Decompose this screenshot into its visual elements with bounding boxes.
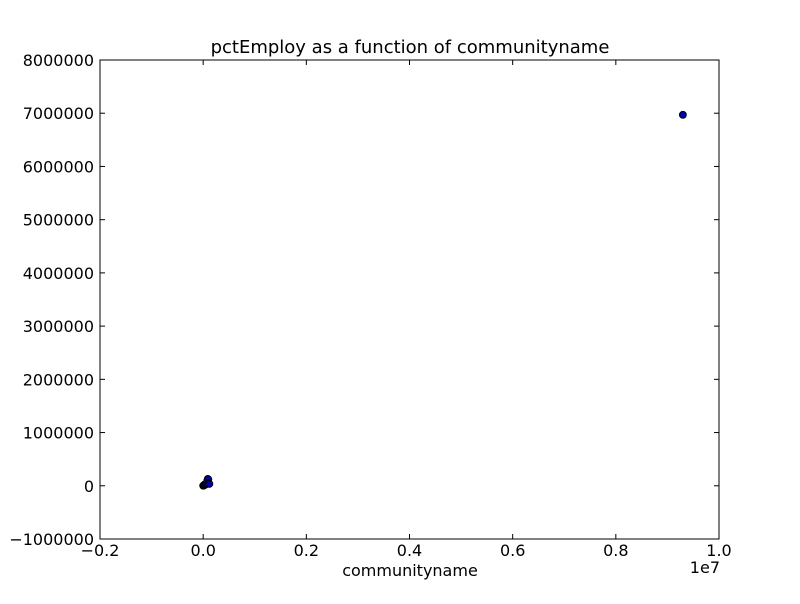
y-tick-label: 2000000 <box>23 370 94 389</box>
y-tick-label: 6000000 <box>23 157 94 176</box>
y-ticks-layer: −1000000 0 1000000 2000000 3000000 4000000 500… <box>9 51 719 549</box>
x-tick-label: 1.0 <box>706 541 731 560</box>
x-tick-label: 0.6 <box>500 541 525 560</box>
data-point <box>678 110 687 119</box>
points-layer <box>199 110 687 490</box>
x-tick-label: 0.2 <box>294 541 319 560</box>
y-tick-label: 5000000 <box>23 211 94 230</box>
y-tick-label: −1000000 <box>9 530 94 549</box>
x-tick-label: 0.8 <box>603 541 628 560</box>
x-tick-label: −0.2 <box>81 541 120 560</box>
x-axis-offset-label: 1e7 <box>690 558 720 577</box>
y-tick-label: 8000000 <box>23 51 94 70</box>
y-tick-label: 3000000 <box>23 317 94 336</box>
plot-frame <box>99 59 720 540</box>
data-point <box>205 480 214 488</box>
chart-title: pctEmploy as a function of communityname <box>211 37 610 58</box>
y-tick-label: 0 <box>84 477 94 496</box>
x-ticks-layer: −0.2 0.0 0.2 0.4 0.6 0.8 1.0 <box>81 60 732 560</box>
x-axis-label: communityname <box>342 561 478 580</box>
x-tick-label: 0.0 <box>190 541 215 560</box>
y-tick-label: 1000000 <box>23 424 94 443</box>
x-tick-label: 0.4 <box>397 541 422 560</box>
y-tick-label: 7000000 <box>23 104 94 123</box>
y-tick-label: 4000000 <box>23 264 94 283</box>
